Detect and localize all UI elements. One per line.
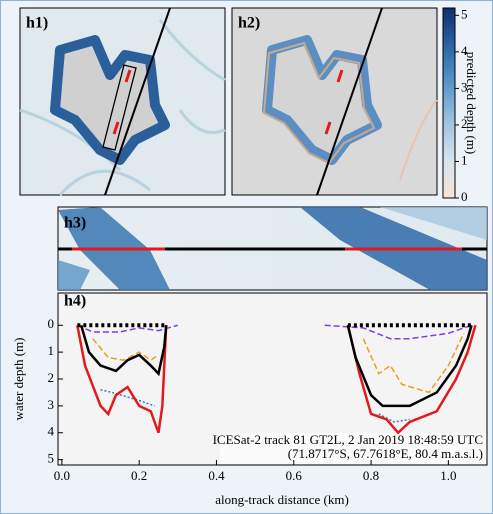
x-tick-label: 0.2	[131, 468, 147, 483]
panel-h4: h4) along-track distance (km) water dept…	[11, 292, 488, 507]
y-tick-label: 2	[48, 370, 55, 385]
x-tick-label: 0.6	[286, 468, 303, 483]
annotation: (71.8717°S, 67.7618°E, 80.4 m.a.s.l.)	[288, 446, 483, 461]
y-tick-label: 1	[48, 343, 55, 358]
line	[100, 389, 410, 423]
line	[77, 324, 472, 340]
colorbar-tick-label: 0	[461, 189, 468, 204]
colorbar-tick-label: 4	[461, 43, 468, 58]
colorbar-label: predicted depth (m)	[464, 52, 479, 155]
panel-h2: h2)	[231, 7, 438, 196]
panel-label: h2)	[238, 15, 260, 32]
plot-frame	[57, 292, 488, 466]
panel-label: h3)	[64, 215, 86, 232]
y-tick-label: 0	[48, 316, 55, 331]
panel-label: h4)	[64, 293, 86, 310]
y-tick-label: 4	[48, 424, 55, 439]
colorbar-tick-label: 5	[461, 6, 468, 21]
y-axis-label: water depth (m)	[11, 337, 26, 420]
x-tick-label: 0.0	[54, 468, 70, 483]
line	[79, 324, 473, 408]
y-tick-label: 5	[48, 451, 55, 466]
x-tick-label: 1.0	[440, 468, 456, 483]
panel-h3: h3)	[57, 206, 488, 291]
panel-label: h1)	[26, 15, 48, 32]
line	[92, 332, 465, 394]
x-axis-label: along-track distance (km)	[215, 492, 349, 507]
line	[76, 324, 477, 435]
annotation: ICESat-2 track 81 GT2L, 2 Jan 2019 18:48…	[213, 432, 483, 447]
x-tick-label: 0.8	[363, 468, 379, 483]
panel-h1: h1)	[19, 7, 226, 196]
colorbar: predicted depth (m) 0 1 2 3 4 5	[442, 6, 479, 204]
colorbar-tick-label: 2	[461, 116, 468, 131]
y-tick-label: 3	[48, 397, 55, 412]
x-tick-label: 0.4	[208, 468, 225, 483]
colorbar-tick-label: 3	[461, 79, 468, 94]
colorbar-tick-label: 1	[461, 152, 468, 167]
